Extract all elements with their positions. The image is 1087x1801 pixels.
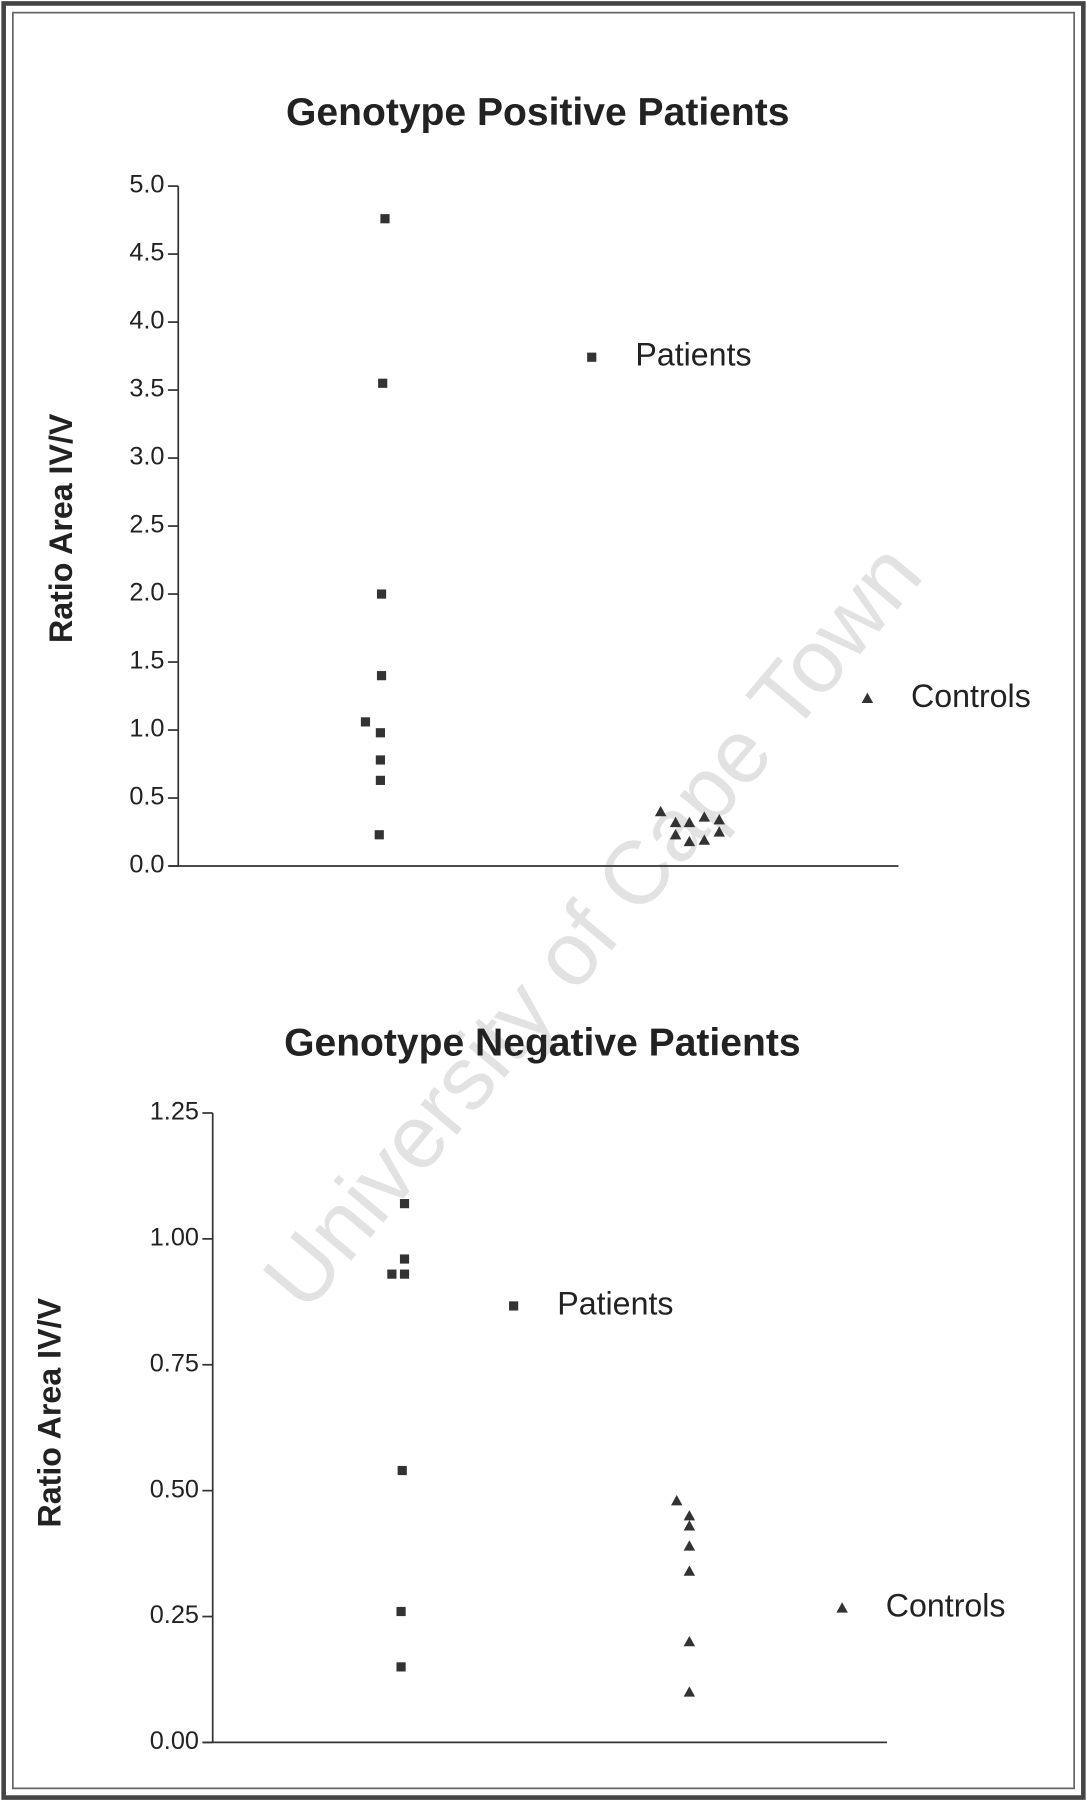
point [375, 728, 385, 738]
point [376, 671, 387, 681]
point [683, 1540, 696, 1551]
y-axis-label: Ratio Area IV/V [43, 413, 79, 643]
point [375, 755, 385, 765]
point [399, 1269, 410, 1279]
point [376, 589, 387, 599]
y-tick-label: 4.5 [129, 239, 164, 267]
point [698, 811, 711, 822]
point [713, 814, 725, 825]
point [654, 805, 667, 817]
y-tick-label: 3.0 [129, 443, 164, 471]
y-tick-label: 2.5 [129, 511, 164, 539]
point [387, 1269, 397, 1279]
y-tick-label: 0.75 [150, 1349, 199, 1377]
legend-label: Controls [886, 1588, 1006, 1624]
point [375, 775, 385, 785]
point [360, 717, 371, 727]
y-tick-label: 0.0 [129, 851, 164, 879]
legend-marker [509, 1301, 519, 1311]
legend-label: Patients [557, 1285, 673, 1321]
y-tick-label: 5.0 [129, 171, 164, 199]
y-tick-label: 1.25 [150, 1098, 199, 1126]
point [669, 829, 682, 840]
point [683, 1520, 696, 1531]
y-tick-label: 0.50 [150, 1475, 199, 1503]
y-tick-label: 3.5 [129, 375, 164, 403]
y-tick-label: 0.00 [150, 1727, 199, 1755]
legend-marker [861, 692, 874, 703]
y-tick-label: 1.00 [150, 1224, 199, 1252]
point [683, 1565, 696, 1576]
legend-label: Controls [911, 678, 1031, 714]
point [683, 1635, 696, 1647]
point [698, 834, 711, 845]
point [683, 835, 696, 847]
y-tick-label: 0.25 [150, 1601, 199, 1629]
point [670, 1494, 683, 1506]
point [380, 214, 390, 224]
point [399, 1254, 410, 1264]
point [396, 1662, 406, 1672]
point [669, 816, 682, 828]
watermark: University of Cape Town [244, 524, 940, 1327]
frame-inner [11, 11, 1076, 1790]
y-tick-label: 1.5 [129, 647, 164, 675]
point [683, 816, 696, 828]
point [374, 830, 384, 840]
point [396, 1606, 406, 1617]
legend-marker [587, 352, 597, 362]
point [397, 1465, 407, 1476]
point [399, 1199, 410, 1209]
y-tick-label: 4.0 [129, 307, 164, 335]
y-tick-label: 0.5 [129, 783, 164, 811]
point [683, 1686, 696, 1697]
y-axis-label: Ratio Area IV/V [31, 1298, 67, 1528]
point [378, 378, 388, 388]
point [713, 826, 725, 837]
legend-label: Patients [635, 337, 751, 373]
point [683, 1510, 696, 1521]
chart-title: Genotype Negative Patients [284, 1022, 800, 1065]
legend-marker [836, 1602, 848, 1613]
y-tick-label: 1.0 [129, 715, 164, 743]
y-tick-label: 2.0 [129, 579, 164, 607]
chart-title: Genotype Positive Patients [286, 91, 789, 134]
